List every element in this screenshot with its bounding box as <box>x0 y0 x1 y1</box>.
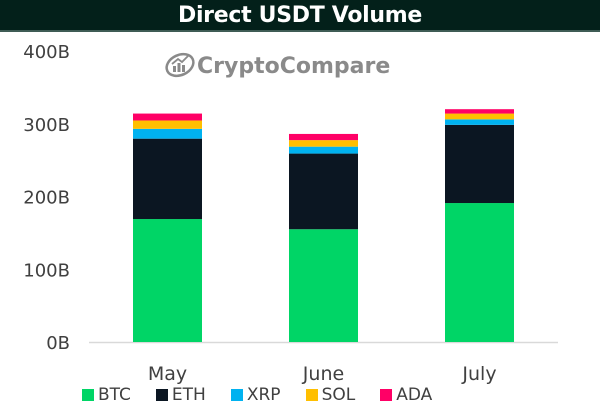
cryptocompare-watermark: CryptoCompare <box>165 52 390 79</box>
bar-segment-btc-july <box>445 203 514 342</box>
legend-swatch <box>230 389 243 401</box>
y-tick-label: 100B <box>23 260 70 281</box>
legend-item-btc: BTC <box>82 385 131 405</box>
cryptocompare-logo-icon <box>165 52 195 78</box>
legend-item-sol: SOL <box>305 385 356 405</box>
y-tick-label: 300B <box>23 115 70 136</box>
bar-segment-eth-june <box>289 153 358 230</box>
bars <box>133 109 514 342</box>
bar-segment-xrp-july <box>445 119 514 125</box>
y-tick-label: 200B <box>23 188 70 209</box>
x-axis: May June July <box>148 363 497 385</box>
legend-swatch <box>305 389 318 401</box>
x-tick-label: May <box>148 363 187 385</box>
bar-segment-ada-may <box>133 113 202 121</box>
bar-segment-ada-june <box>289 133 358 141</box>
x-tick-label: June <box>302 363 344 385</box>
legend-label: XRP <box>246 385 281 405</box>
legend-item-eth: ETH <box>155 385 206 405</box>
chart-title-bar: Direct USDT Volume <box>0 0 600 32</box>
bar-segment-xrp-may <box>133 128 202 139</box>
bar-segment-eth-july <box>445 124 514 204</box>
bar-segment-ada-july <box>445 109 514 114</box>
chart-title: Direct USDT Volume <box>177 2 422 28</box>
bar-segment-eth-may <box>133 138 202 220</box>
legend-item-ada: ADA <box>380 385 432 405</box>
legend-label: ETH <box>171 385 206 405</box>
bar-segment-sol-may <box>133 120 202 129</box>
legend-item-xrp: XRP <box>230 385 281 405</box>
bar-segment-btc-june <box>289 229 358 342</box>
legend-label: BTC <box>98 385 131 405</box>
x-tick-label: July <box>461 363 496 385</box>
watermark-text: CryptoCompare <box>197 54 390 79</box>
legend: BTC ETH XRP SOL ADA <box>82 385 457 405</box>
y-tick-label: 0B <box>46 333 70 354</box>
bar-segment-sol-july <box>445 113 514 120</box>
legend-swatch <box>380 389 393 401</box>
legend-label: ADA <box>396 385 433 405</box>
legend-swatch <box>82 389 94 401</box>
y-axis: 0B 100B 200B 300B 400B <box>23 42 70 354</box>
legend-swatch <box>155 389 168 401</box>
bar-segment-xrp-june <box>289 146 358 154</box>
legend-label: SOL <box>321 385 356 405</box>
bar-segment-btc-may <box>133 219 202 342</box>
y-tick-label: 400B <box>23 42 70 63</box>
bar-segment-sol-june <box>289 140 358 147</box>
